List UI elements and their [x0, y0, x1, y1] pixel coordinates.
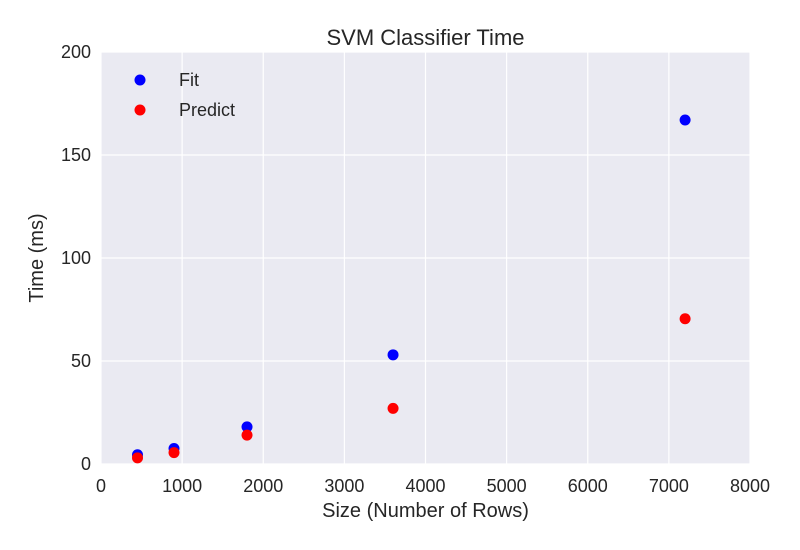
x-tick-label: 6000 [568, 476, 608, 496]
tick-labels: 0 1000 2000 3000 4000 5000 6000 7000 8000 0 50 100 1… [61, 42, 770, 496]
predict-point [241, 429, 253, 441]
y-tick-label: 0 [81, 454, 91, 474]
y-tick-label: 150 [61, 145, 91, 165]
grid-lines [100, 51, 751, 465]
legend-marker-predict [134, 104, 146, 116]
y-tick-label: 50 [71, 351, 91, 371]
chart-title: SVM Classifier Time [326, 25, 524, 50]
y-tick-label: 200 [61, 42, 91, 62]
y-axis-label: Time (ms) [26, 213, 48, 302]
predict-point [132, 452, 144, 464]
fit-point [387, 349, 399, 361]
x-tick-label: 5000 [487, 476, 527, 496]
x-tick-label: 4000 [405, 476, 445, 496]
legend: Fit Predict [134, 70, 235, 120]
fit-point [241, 421, 253, 433]
predict-point [387, 402, 399, 414]
y-tick-label: 100 [61, 248, 91, 268]
predict-point [168, 447, 180, 459]
fit-point [679, 114, 691, 126]
legend-marker-fit [134, 74, 146, 86]
x-tick-label: 0 [96, 476, 106, 496]
x-axis-label: Size (Number of Rows) [322, 500, 529, 522]
x-tick-label: 8000 [730, 476, 770, 496]
legend-label-fit: Fit [179, 70, 199, 90]
x-tick-label: 1000 [162, 476, 202, 496]
x-tick-label: 7000 [649, 476, 689, 496]
x-tick-label: 2000 [243, 476, 283, 496]
legend-label-predict: Predict [179, 100, 235, 120]
predict-point [679, 313, 691, 325]
series-predict [132, 313, 691, 464]
x-tick-label: 3000 [324, 476, 364, 496]
data-points [132, 114, 691, 464]
